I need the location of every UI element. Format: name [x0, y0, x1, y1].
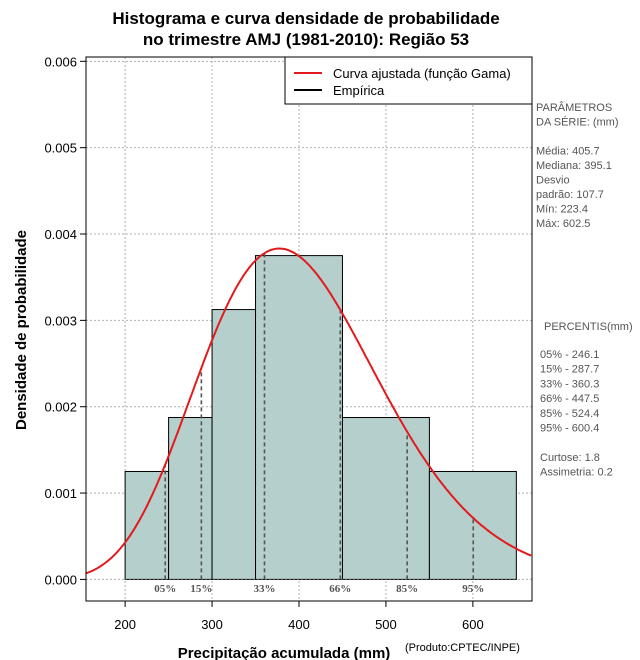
y-tick-label: 0.004 — [44, 227, 77, 242]
chart-title-line: no trimestre AMJ (1981-2010): Região 53 — [143, 30, 469, 49]
percentis-line: 66% - 447.5 — [540, 393, 599, 405]
y-tick-label: 0.005 — [44, 141, 77, 156]
percentis-line: 33% - 360.3 — [540, 378, 599, 390]
x-tick-label: 600 — [462, 617, 484, 632]
percentis-line: 85% - 524.4 — [540, 408, 599, 420]
param-line: padrão: 107.7 — [536, 189, 604, 201]
credit-text: (Produto:CPTEC/INPE) — [405, 642, 520, 654]
x-tick-label: 200 — [114, 617, 136, 632]
histogram-bar — [341, 417, 430, 580]
x-axis-label: Precipitação acumulada (mm) — [178, 645, 391, 660]
percentis-line: 95% - 600.4 — [540, 423, 599, 435]
legend-box — [284, 56, 533, 105]
percentile-label: 85% — [396, 583, 418, 595]
legend-label: Empírica — [333, 83, 385, 98]
y-axis-label: Densidade de probabilidade — [13, 230, 30, 430]
x-tick-label: 500 — [375, 617, 397, 632]
percentis-line: Curtose: 1.8 — [540, 452, 600, 464]
histogram-bar — [255, 255, 343, 580]
y-tick-label: 0.003 — [44, 313, 77, 328]
y-tick-label: 0.001 — [44, 486, 77, 501]
percentile-label: 15% — [190, 583, 212, 595]
legend: Curva ajustada (função Gama) Empírica — [284, 56, 533, 105]
param-line: Desvio — [536, 175, 570, 187]
percentis-title: PERCENTIS(mm) — [544, 321, 633, 333]
percentile-label: 33% — [253, 583, 275, 595]
percentis-line: 05% - 246.1 — [540, 349, 599, 361]
percentile-label: 66% — [329, 583, 351, 595]
histogram-bar — [168, 417, 213, 580]
legend-label: Curva ajustada (função Gama) — [333, 66, 511, 81]
x-tick-label: 300 — [201, 617, 223, 632]
chart-title-line: Histograma e curva densidade de probabil… — [112, 9, 499, 28]
histogram-bar — [211, 309, 257, 580]
param-line: Máx: 602.5 — [536, 218, 590, 230]
y-tick-label: 0.000 — [44, 572, 77, 587]
param-line: Média: 405.7 — [536, 146, 600, 158]
param-line: Mediana: 395.1 — [536, 160, 612, 172]
percentis-line: Assimetria: 0.2 — [540, 467, 613, 479]
percentile-label: 05% — [154, 583, 176, 595]
y-tick-label: 0.006 — [44, 54, 77, 69]
histogram-bar — [124, 470, 170, 580]
gamma-curve — [85, 247, 532, 575]
y-tick-label: 0.002 — [44, 400, 77, 415]
param-line: PARÂMETROS — [536, 101, 612, 114]
x-tick-label: 400 — [288, 617, 310, 632]
param-line: Mín: 223.4 — [536, 204, 588, 216]
percentile-label: 95% — [462, 583, 484, 595]
param-line: DA SÉRIE: (mm) — [536, 116, 619, 129]
percentis-line: 15% - 287.7 — [540, 364, 599, 376]
